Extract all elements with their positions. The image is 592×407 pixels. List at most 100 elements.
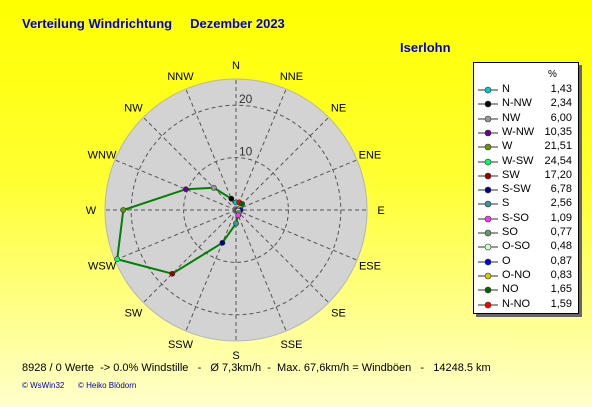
legend-marker <box>478 172 498 180</box>
direction-label-wsw: WSW <box>88 260 117 272</box>
ring-20 <box>130 104 342 316</box>
direction-label-e: E <box>377 205 384 217</box>
legend-item: W-NW 10,35 <box>474 126 578 140</box>
legend-value: 17,20 <box>544 168 572 181</box>
spoke-ssw <box>185 209 237 332</box>
legend-label: S-SO <box>502 211 529 224</box>
legend-item: S-SO 1,09 <box>474 212 578 226</box>
point-sse <box>235 212 242 219</box>
point-nw <box>210 184 217 191</box>
legend-item: SW 17,20 <box>474 169 578 183</box>
chart-title: Verteilung Windrichtung Dezember 2023 <box>22 16 285 31</box>
legend-label: NO <box>502 283 519 296</box>
legend-marker <box>478 215 498 222</box>
direction-label-ese: ESE <box>359 260 381 272</box>
legend-item: N-NW 2,34 <box>474 97 578 111</box>
legend-marker <box>478 143 498 151</box>
legend-label: O-SO <box>502 240 531 253</box>
legend-marker <box>478 100 498 108</box>
legend: % N 1,43 N-NW 2,34 NW 6,00 W-NW 10,35 W 21,51 W-SW… <box>473 62 579 314</box>
legend-marker <box>478 201 498 208</box>
legend-value: 21,51 <box>544 140 572 153</box>
station-name: Iserlohn <box>400 40 451 55</box>
legend-value: 0,87 <box>550 254 572 267</box>
spoke-nnw <box>185 88 237 211</box>
legend-marker <box>478 301 498 308</box>
legend-value: 6,00 <box>550 111 572 124</box>
legend-value: 10,35 <box>544 125 572 138</box>
direction-label-se: SE <box>331 308 346 320</box>
direction-label-s: S <box>232 350 239 362</box>
legend-marker <box>478 272 498 280</box>
legend-value: 2,56 <box>550 197 572 210</box>
legend-item: W-SW 24,54 <box>474 155 578 169</box>
spoke-ene <box>235 159 358 211</box>
point-sw <box>169 270 176 277</box>
legend-label: O <box>502 254 511 267</box>
direction-label-sw: SW <box>125 308 143 320</box>
legend-marker <box>478 286 498 294</box>
spoke-ne <box>235 117 329 211</box>
legend-value: 6,78 <box>550 183 572 196</box>
spoke-nw <box>143 117 237 211</box>
point-wsw <box>114 256 121 263</box>
legend-label: NW <box>502 111 521 124</box>
direction-label-nnw: NNW <box>167 71 194 83</box>
legend-value: 2,34 <box>550 97 572 110</box>
legend-marker <box>478 86 498 94</box>
legend-marker <box>478 158 498 165</box>
legend-marker <box>478 129 498 137</box>
legend-item: NW 6,00 <box>474 112 578 126</box>
legend-value: 0,77 <box>550 226 572 238</box>
direction-label-nne: NNE <box>280 71 303 83</box>
direction-label-wnw: WNW <box>88 150 117 162</box>
legend-marker <box>478 229 498 237</box>
legend-item: N-NO 1,59 <box>474 298 578 312</box>
direction-label-sse: SSE <box>280 339 302 351</box>
direction-label-n: N <box>232 60 240 72</box>
spoke-wnw <box>114 159 237 211</box>
legend-label: O-NO <box>502 268 531 281</box>
credit-author: © Heiko Blödorn <box>78 381 137 390</box>
credit-wswin: © WsWin32 <box>22 381 65 390</box>
legend-value: 1,59 <box>550 297 572 310</box>
legend-value: 1,09 <box>550 211 572 224</box>
spoke-se <box>235 209 329 303</box>
direction-label-nw: NW <box>124 102 143 114</box>
legend-item: S 2,56 <box>474 197 578 211</box>
chart-month: Dezember 2023 <box>190 16 285 31</box>
spoke-sse <box>235 209 287 332</box>
legend-item: NO 1,65 <box>474 283 578 297</box>
legend-label: N-NO <box>502 297 531 310</box>
point-w <box>120 207 127 213</box>
legend-value: 0,83 <box>550 268 572 281</box>
legend-label: N-NW <box>502 97 532 110</box>
point-wnw <box>182 186 189 193</box>
chart-title-text: Verteilung Windrichtung <box>22 16 173 31</box>
legend-marker <box>478 186 498 194</box>
legend-value: 0,48 <box>550 240 572 253</box>
stats-line: 8928 / 0 Werte -> 0.0% Windstille - Ø 7,… <box>22 362 491 374</box>
legend-label: SO <box>502 226 518 238</box>
legend-label: S <box>502 197 510 210</box>
legend-value: 24,54 <box>544 154 572 167</box>
direction-label-ne: NE <box>331 102 346 114</box>
legend-unit: % <box>548 69 557 80</box>
point-s <box>233 220 239 227</box>
legend-item: O 0,87 <box>474 255 578 269</box>
legend-label: SW <box>502 168 520 181</box>
legend-value: 1,65 <box>550 283 572 296</box>
legend-item: SO 0,77 <box>474 226 578 240</box>
spoke-nne <box>235 88 287 211</box>
legend-label: W <box>502 140 513 153</box>
legend-label: W-NW <box>502 125 535 138</box>
legend-marker <box>478 258 498 265</box>
direction-label-ene: ENE <box>359 150 382 162</box>
point-nnw <box>228 195 235 202</box>
point-ssw <box>219 239 226 246</box>
spoke-sw <box>143 209 237 303</box>
legend-value: 1,43 <box>550 83 572 95</box>
legend-item: S-SW 6,78 <box>474 183 578 197</box>
legend-item: N 1,43 <box>474 83 578 97</box>
